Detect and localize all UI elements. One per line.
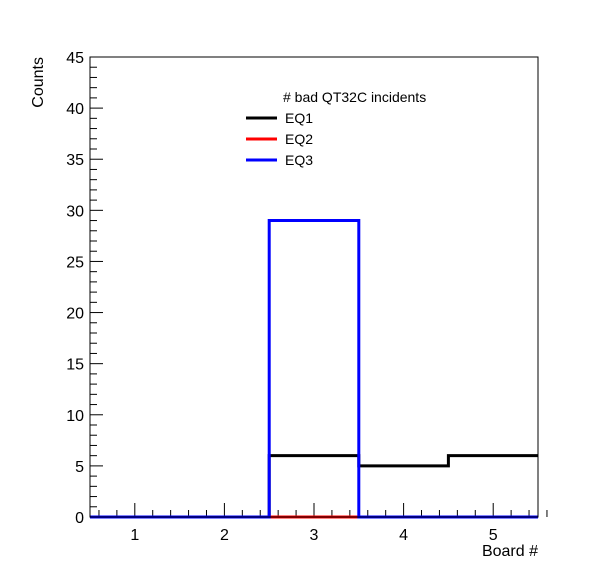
y-tick-label: 30 [66,203,84,220]
y-tick-label: 35 [66,152,84,169]
x-tick-label: 3 [310,527,319,544]
x-tick-label: 2 [220,527,229,544]
y-tick-label: 25 [66,254,84,271]
y-tick-label: 45 [66,50,84,67]
legend-label-eq3: EQ3 [285,152,313,168]
y-tick-label: 20 [66,306,84,323]
y-axis-title: Counts [30,57,47,108]
y-tick-label: 40 [66,101,84,118]
plot-frame [89,56,539,518]
legend-label-eq1: EQ1 [285,110,313,126]
y-tick-label: 10 [66,408,84,425]
legend-header: # bad QT32C incidents [283,89,426,105]
x-tick-label: 4 [399,527,408,544]
x-axis-title: Board # [482,543,538,560]
legend: # bad QT32C incidents EQ1 EQ2 EQ3 [246,89,426,168]
y-tick-label: 15 [66,357,84,374]
x-tick-label: 1 [130,527,139,544]
x-tick-label: 5 [489,527,498,544]
y-tick-label: 0 [75,510,84,527]
y-tick-label: 5 [75,459,84,476]
legend-label-eq2: EQ2 [285,131,313,147]
